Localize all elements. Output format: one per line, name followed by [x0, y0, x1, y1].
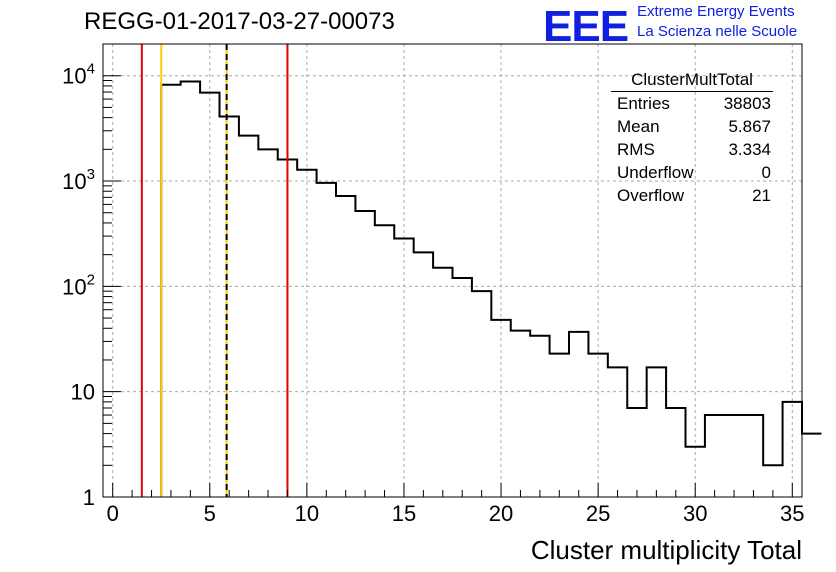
- y-tick-label: 10: [71, 380, 95, 405]
- plot-frame: [102, 43, 803, 498]
- stats-value: 0: [761, 163, 771, 182]
- stats-value: 5.867: [728, 117, 771, 136]
- stats-row-underflow: Underflow 0: [611, 161, 773, 184]
- run-title: REGG-01-2017-03-27-00073: [84, 8, 395, 35]
- y-tick-label: 104: [62, 61, 95, 89]
- stats-label: Entries: [617, 94, 670, 113]
- stats-box: ClusterMultTotal Entries 38803 Mean 5.86…: [611, 70, 773, 207]
- eee-logo: EEE: [543, 2, 629, 51]
- x-axis-label: Cluster multiplicity Total: [531, 535, 802, 565]
- y-tick-label: 103: [62, 166, 95, 194]
- grid-lines: [103, 44, 802, 497]
- marker-lines: [140, 44, 289, 497]
- y-tick-label: 102: [62, 271, 95, 299]
- axes: 0 5 10 15 20 25 30 35 1 10 102 103 104: [62, 43, 805, 526]
- y-tick-label: 1: [83, 485, 95, 510]
- x-tick-label: 30: [683, 501, 707, 526]
- stats-label: RMS: [617, 140, 655, 159]
- stats-row-overflow: Overflow 21: [611, 184, 773, 207]
- stats-label: Overflow: [617, 186, 685, 205]
- stats-value: 21: [752, 186, 771, 205]
- x-tick-label: 10: [295, 501, 319, 526]
- x-tick-label: 0: [107, 501, 119, 526]
- stats-row-rms: RMS 3.334: [611, 138, 773, 161]
- stats-title: ClusterMultTotal: [611, 70, 773, 92]
- logo-line-2: La Scienza nelle Scuole: [637, 23, 798, 40]
- stats-label: Underflow: [617, 163, 694, 182]
- histogram-series: [160, 80, 822, 497]
- x-tick-label: 20: [489, 501, 513, 526]
- x-tick-label: 15: [392, 501, 416, 526]
- stats-row-mean: Mean 5.867: [611, 115, 773, 138]
- stats-label: Mean: [617, 117, 660, 136]
- stats-row-entries: Entries 38803: [611, 92, 773, 115]
- stats-value: 3.334: [728, 140, 771, 159]
- histogram-outline: [160, 80, 822, 497]
- stats-value: 38803: [723, 94, 771, 113]
- x-tick-label: 35: [780, 501, 804, 526]
- x-tick-label: 5: [204, 501, 216, 526]
- logo-line-1: Extreme Energy Events: [637, 3, 795, 20]
- x-tick-label: 25: [586, 501, 610, 526]
